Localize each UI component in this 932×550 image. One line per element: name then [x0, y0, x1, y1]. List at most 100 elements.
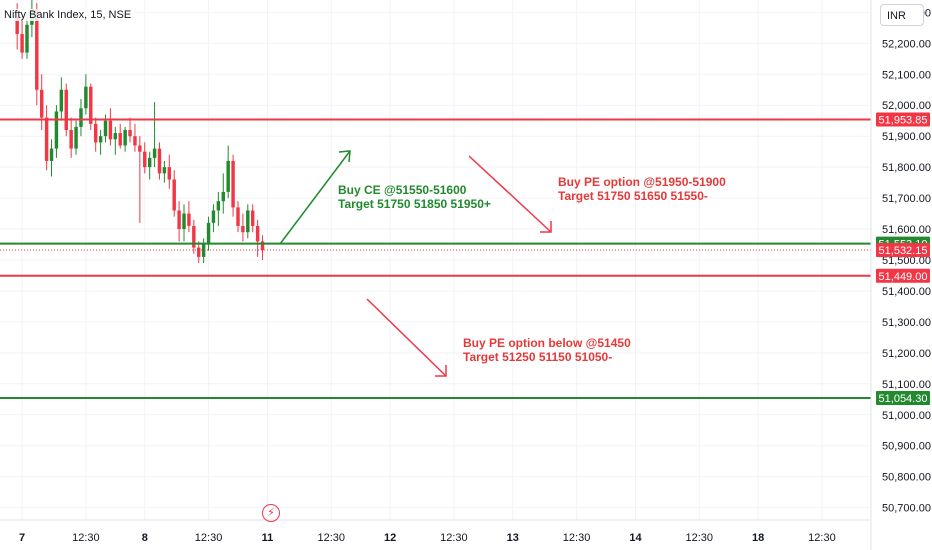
annotation-buy-ce-line1: Buy CE @51550-51600: [338, 183, 467, 197]
candle: [250, 204, 255, 233]
candle: [147, 151, 152, 180]
annotation-buy-pe-bottom: Buy PE option below @51450 Target 51250 …: [463, 336, 631, 364]
candle: [64, 83, 68, 137]
candle-body: [64, 89, 68, 130]
candle: [157, 142, 162, 180]
price-tick-label: 50,800.00: [882, 472, 931, 484]
candle-body: [187, 213, 191, 226]
candle-body: [59, 89, 64, 112]
time-tick-label: 12:30: [685, 532, 713, 544]
price-tick-label: 51,800.00: [882, 162, 931, 174]
candle: [246, 204, 250, 239]
annotation-buy-ce-line2: Target 51750 51850 51950+: [338, 197, 491, 211]
candle-body: [172, 179, 176, 211]
candle-body: [182, 213, 186, 230]
time-tick-label: 12:30: [72, 532, 100, 544]
arrow-down-pe-top-head: [540, 221, 552, 233]
candle-body: [206, 222, 211, 245]
candle-body: [93, 123, 98, 143]
annotation-buy-pe-top-line2: Target 51750 51650 51550-: [558, 189, 708, 203]
price-tick-label: 51,900.00: [882, 131, 931, 143]
candle: [216, 191, 221, 226]
candle: [93, 117, 98, 152]
candle-body: [260, 241, 265, 251]
candle-body: [103, 120, 108, 137]
annotation-buy-pe-bottom-line2: Target 51250 51150 51050-: [463, 350, 613, 364]
candle-body: [138, 145, 142, 152]
candle: [221, 173, 225, 214]
time-tick-label: 11: [262, 532, 274, 544]
candle-body: [79, 108, 83, 127]
candle-body: [255, 225, 260, 242]
candle-body: [113, 133, 118, 140]
candle-body: [118, 133, 122, 146]
candle: [201, 238, 206, 264]
time-tick-label: 18: [752, 532, 764, 544]
price-lines: [0, 118, 871, 399]
time-tick-label: 14: [629, 532, 642, 544]
candle-body: [35, 9, 39, 90]
time-tick-label: 12:30: [808, 532, 836, 544]
lightning-icon[interactable]: ⚡︎: [262, 504, 280, 522]
candle: [89, 83, 93, 130]
candle-body: [192, 225, 196, 248]
time-tick-label: 12:30: [195, 532, 223, 544]
candle: [54, 105, 59, 158]
candle: [241, 213, 245, 242]
candle-body: [177, 210, 181, 230]
candle: [255, 219, 260, 257]
candle: [226, 145, 230, 199]
candle-body: [74, 126, 78, 149]
candle: [39, 74, 44, 130]
arrow-down-pe-bottom[interactable]: [366, 298, 447, 377]
candle-body: [201, 244, 206, 257]
price-tick-label: 51,700.00: [882, 193, 931, 205]
candle: [162, 160, 167, 183]
candle: [172, 170, 176, 217]
candle-body: [197, 247, 201, 257]
candle: [118, 123, 122, 149]
candle: [113, 126, 118, 155]
candle-body: [216, 201, 221, 211]
price-tick-label: 51,300.00: [882, 317, 931, 329]
price-tag-label-resistance: 51,953.85: [879, 115, 928, 127]
arrow-up-ce[interactable]: [279, 150, 351, 245]
horizontal-grid: [0, 11, 871, 509]
candle-body: [133, 136, 137, 146]
candle-body: [128, 130, 132, 137]
candle: [79, 99, 83, 137]
time-axis: 7 12:30 8 12:30 11 12:30 12 12:30 13 12:30 14 12:30…: [0, 519, 871, 544]
price-tick-label: 52,000.00: [882, 100, 931, 112]
candle: [236, 201, 240, 233]
chart-title: Nifty Bank Index, 15, NSE: [2, 9, 134, 21]
candle: [167, 154, 172, 189]
candle-body: [231, 160, 235, 208]
candle: [211, 204, 216, 233]
price-tick-label: 50,900.00: [882, 441, 931, 453]
candle: [182, 204, 186, 242]
price-tags: 51,953.8551,553.1051,532.1551,449.0051,0…: [876, 112, 930, 405]
annotation-buy-pe-top: Buy PE option @51950-51900 Target 51750 …: [558, 175, 726, 203]
candle-body: [211, 210, 216, 223]
candle-body: [25, 24, 29, 53]
candle: [143, 142, 147, 174]
price-tag-resistance: [876, 112, 930, 127]
candle: [59, 77, 64, 121]
price-tick-label: 51,600.00: [882, 224, 931, 236]
price-tag-target-low: [876, 390, 930, 405]
candle: [108, 108, 113, 146]
arrow-down-pe-top[interactable]: [468, 155, 552, 233]
candles: [15, 0, 265, 264]
candle: [133, 123, 137, 152]
candle: [260, 235, 265, 260]
arrow-up-ce-head: [338, 150, 351, 163]
candle: [84, 74, 88, 115]
candle-body: [39, 89, 44, 118]
candle: [44, 105, 49, 171]
currency-selector[interactable]: INR: [880, 4, 924, 26]
price-tick-label: 51,500.00: [882, 255, 931, 267]
candle: [138, 136, 142, 223]
candle-body: [236, 207, 240, 226]
candle-body: [157, 148, 162, 174]
